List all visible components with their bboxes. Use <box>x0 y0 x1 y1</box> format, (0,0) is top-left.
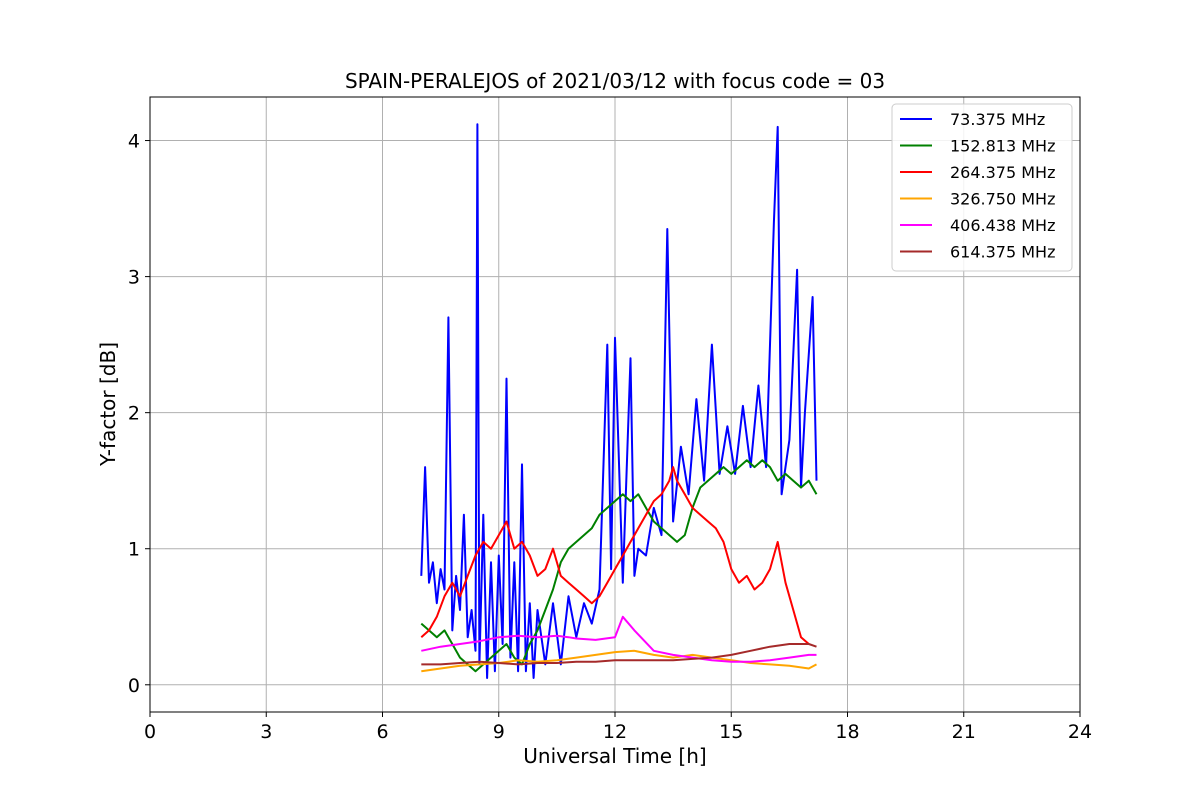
x-tick-label: 12 <box>603 721 627 743</box>
x-tick-label: 3 <box>260 721 272 743</box>
chart-title: SPAIN-PERALEJOS of 2021/03/12 with focus… <box>345 69 885 93</box>
x-axis-label: Universal Time [h] <box>523 744 706 768</box>
series-line-5 <box>421 615 817 663</box>
y-tick-label: 0 <box>128 675 140 697</box>
legend-label: 614.375 MHz <box>950 243 1055 262</box>
series-line-3 <box>420 466 810 645</box>
series-line-4 <box>421 649 817 673</box>
x-tick-label: 21 <box>952 721 976 743</box>
y-tick-label: 1 <box>128 539 140 561</box>
y-tick-label: 2 <box>128 403 140 425</box>
series-line-1 <box>420 123 818 679</box>
x-tick-label: 15 <box>719 721 743 743</box>
x-tick-label: 6 <box>376 721 388 743</box>
series-line-6 <box>421 643 817 666</box>
legend-box <box>891 103 1073 272</box>
legend: 73.375 MHz 152.813 MHz 264.375 MHz 326.750 … <box>891 103 1073 272</box>
series-layer <box>420 123 818 679</box>
y-axis-label: Y-factor [dB] <box>96 342 120 467</box>
x-tick-label: 18 <box>835 721 859 743</box>
y-tick-label: 4 <box>128 131 140 153</box>
x-tick-label: 24 <box>1068 721 1092 743</box>
series-line-2 <box>420 459 818 673</box>
x-tick-label: 9 <box>493 721 505 743</box>
y-tick-label: 3 <box>128 267 140 289</box>
x-tick-label: 0 <box>144 721 156 743</box>
legend-label: 406.438 MHz <box>950 216 1055 235</box>
legend-label: 326.750 MHz <box>950 190 1055 209</box>
legend-label: 264.375 MHz <box>950 163 1055 182</box>
legend-label: 152.813 MHz <box>950 137 1055 156</box>
legend-label: 73.375 MHz <box>950 110 1045 129</box>
